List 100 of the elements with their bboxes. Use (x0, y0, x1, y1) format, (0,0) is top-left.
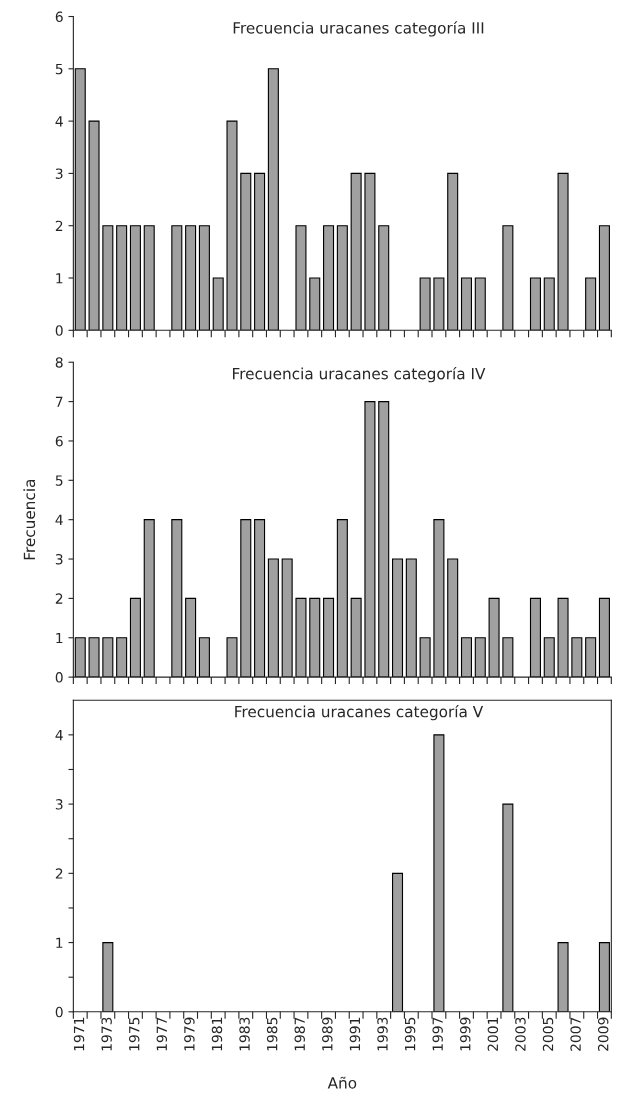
y-tick-label: 7 (55, 396, 63, 407)
bar (474, 637, 486, 678)
x-axis-title: Año (327, 1076, 357, 1089)
bar (502, 637, 514, 678)
bar (295, 597, 307, 678)
y-tick-label: 4 (55, 514, 63, 525)
bar (267, 558, 279, 678)
y-tick-label: 5 (55, 63, 63, 75)
x-tick-label: 1975 (128, 1017, 140, 1051)
bar (378, 225, 390, 331)
bar (74, 68, 86, 331)
x-tick-label: 1993 (377, 1017, 388, 1051)
bar (433, 519, 445, 678)
bar (378, 401, 390, 678)
y-tick-label: 2 (55, 220, 63, 231)
y-tick-label: 3 (55, 554, 63, 565)
y-tick-label: 1 (56, 937, 63, 948)
bar (240, 172, 252, 331)
bar (488, 597, 500, 678)
bar (281, 558, 293, 678)
bar (143, 225, 155, 331)
x-tick-label: 2001 (487, 1017, 499, 1051)
y-tick-label: 3 (55, 168, 63, 179)
y-tick-label: 6 (55, 11, 63, 22)
bar (129, 225, 141, 331)
x-tick-label: 1981 (211, 1017, 223, 1051)
bar (474, 277, 486, 331)
bar (460, 277, 473, 331)
bar (323, 225, 335, 331)
y-tick-label: 1 (56, 632, 63, 644)
y-tick-label: 1 (56, 273, 63, 284)
y-tick-label: 0 (55, 672, 63, 683)
y-tick-label: 6 (55, 435, 63, 447)
bar (447, 558, 459, 678)
bar (557, 172, 569, 331)
bar (336, 519, 348, 678)
y-tick-label: 4 (55, 116, 63, 127)
bar (571, 637, 583, 678)
x-tick-label: 1979 (184, 1017, 195, 1051)
bar (267, 68, 279, 331)
y-axis-title: Frecuencia (23, 479, 36, 560)
bar (529, 277, 541, 331)
bar (502, 803, 514, 1012)
bar (116, 225, 128, 331)
bar (198, 225, 210, 331)
bar (88, 637, 100, 678)
bar (88, 120, 100, 331)
bar (419, 277, 431, 331)
bar (198, 637, 210, 678)
y-tick-label: 4 (55, 730, 63, 741)
x-tick-label: 1999 (460, 1017, 471, 1051)
bar (598, 225, 610, 331)
bar (391, 558, 404, 678)
chart-title: Frecuencia uracanes categoría V (235, 704, 484, 721)
chart-title: Frecuencia uracanes categoría IV (233, 366, 486, 383)
y-tick-label: 3 (55, 799, 63, 810)
bar (433, 277, 445, 331)
bar (116, 637, 128, 678)
y-tick-label: 8 (55, 357, 63, 368)
x-tick-label: 1977 (156, 1017, 168, 1051)
bar (364, 401, 376, 678)
bar (309, 597, 321, 678)
bar (226, 120, 238, 331)
x-tick-label: 1989 (322, 1017, 333, 1051)
y-tick-label: 0 (55, 325, 63, 336)
bar (391, 872, 404, 1012)
y-tick-label: 5 (55, 475, 63, 486)
bar (226, 637, 238, 678)
bar (529, 597, 541, 678)
bar (419, 637, 431, 678)
y-tick-label: 0 (55, 1006, 63, 1018)
bar (295, 225, 307, 331)
bar (502, 225, 514, 331)
bar (254, 172, 266, 331)
bar (323, 597, 335, 678)
bar (102, 225, 114, 331)
bar (557, 597, 569, 678)
bar (171, 225, 183, 331)
bar (212, 277, 224, 331)
bar (543, 277, 555, 331)
x-tick-label: 1985 (266, 1017, 278, 1051)
bar (102, 942, 114, 1012)
bar (129, 597, 141, 678)
bar (254, 519, 266, 678)
x-tick-label: 1987 (294, 1017, 305, 1051)
bar (557, 942, 569, 1012)
bar (350, 597, 362, 678)
bar (171, 519, 183, 678)
bar (336, 225, 348, 331)
bar (598, 942, 610, 1012)
bar (460, 637, 473, 678)
bar (102, 637, 114, 678)
x-tick-label: 1997 (432, 1017, 443, 1051)
bar (364, 172, 376, 331)
bar (309, 277, 321, 331)
bar (350, 172, 362, 331)
chart-title: Frecuencia uracanes categoría III (233, 21, 484, 37)
bar (185, 597, 197, 678)
bar (74, 637, 86, 678)
bar (405, 558, 417, 678)
